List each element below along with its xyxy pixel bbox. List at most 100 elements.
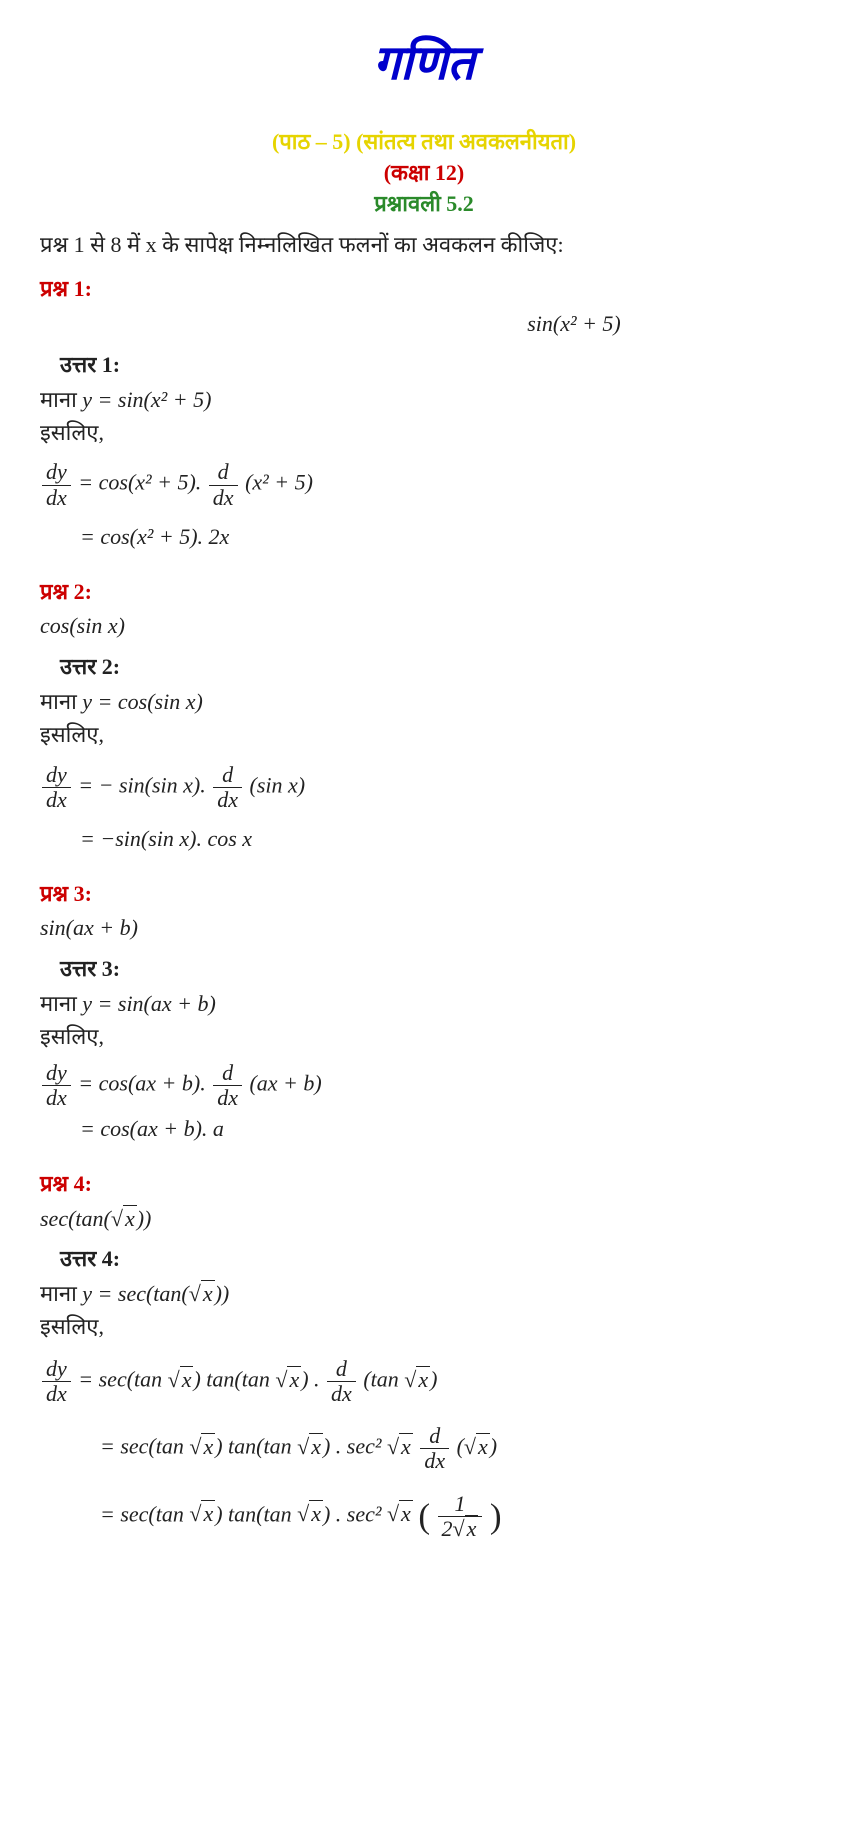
pre: sec(tan(: [40, 1206, 111, 1231]
frac-den: dx: [42, 1382, 71, 1406]
q3-let: माना y = sin(ax + b): [40, 989, 808, 1020]
sqrt-arg: x: [399, 1433, 413, 1459]
q2-let: माना y = cos(sin x): [40, 687, 808, 718]
q3-answer-label: उत्तर 3:: [60, 954, 808, 985]
q1-answer-label: उत्तर 1:: [60, 350, 808, 381]
frac-num: dy: [42, 1357, 71, 1382]
let-expr: y = sin(x² + 5): [82, 387, 211, 412]
frac-num: 1: [438, 1492, 483, 1517]
b: ) tan(tan: [193, 1367, 275, 1392]
sqrt: x: [168, 1365, 194, 1396]
sqrt-arg: x: [201, 1280, 215, 1306]
let-prefix: माना: [40, 991, 82, 1016]
close-paren: ): [490, 1496, 502, 1535]
q1-label: प्रश्न 1:: [40, 274, 808, 305]
let-prefix: माना: [40, 1281, 82, 1306]
sqrt-arg: x: [123, 1205, 137, 1231]
sqrt: x: [189, 1499, 215, 1530]
q4-step2: = sec(tan x) tan(tan x) . sec² x d dx (x…: [100, 1424, 808, 1473]
frac-num: d: [209, 460, 238, 485]
sqrt: x: [404, 1365, 430, 1396]
d: (: [457, 1434, 464, 1459]
sqrt: x: [387, 1499, 413, 1530]
dy-dx-frac: dy dx: [42, 1061, 71, 1110]
eq-rhs: = cos(ax + b).: [78, 1070, 211, 1095]
q1-step2: = cos(x² + 5). 2x: [80, 522, 808, 553]
let-expr: y = sec(tan(x)): [82, 1281, 229, 1306]
sqrt-arg: x: [180, 1366, 194, 1392]
frac-num: dy: [42, 460, 71, 485]
sqrt-arg: x: [309, 1500, 323, 1526]
q1-step1: dy dx = cos(x² + 5). d dx (x² + 5): [40, 460, 808, 509]
sqrt: x: [297, 1499, 323, 1530]
post: )): [215, 1281, 230, 1306]
sqrt-arg: x: [201, 1433, 215, 1459]
arg: (sin x): [250, 772, 306, 797]
intro-text: प्रश्न 1 से 8 में x के सापेक्ष निम्नलिखि…: [40, 230, 808, 261]
frac-den: dx: [42, 486, 71, 510]
e: ): [490, 1434, 497, 1459]
q2-step2: = −sin(sin x). cos x: [80, 824, 808, 855]
sqrt-arg: x: [416, 1366, 430, 1392]
let-expr: y = cos(sin x): [82, 689, 203, 714]
sqrt: x: [275, 1365, 301, 1396]
sqrt: x: [453, 1517, 479, 1541]
frac-den: dx: [42, 1086, 71, 1110]
let-expr: y = sin(ax + b): [82, 991, 216, 1016]
q3-step1: dy dx = cos(ax + b). d dx (ax + b): [40, 1061, 808, 1110]
d-dx-frac: d dx: [420, 1424, 449, 1473]
frac-num: dy: [42, 1061, 71, 1086]
q1-therefore: इसलिए,: [40, 418, 808, 449]
eq-rhs: = cos(x² + 5).: [78, 470, 207, 495]
q3-therefore: इसलिए,: [40, 1022, 808, 1053]
d: (tan: [363, 1367, 404, 1392]
d-dx-frac: d dx: [213, 1061, 242, 1110]
c: ) . sec²: [323, 1501, 387, 1526]
frac-den: 2x: [438, 1517, 483, 1541]
a: = sec(tan: [100, 1434, 189, 1459]
chapter-line: (पाठ – 5) (सांतत्य तथा अवकलनीयता): [40, 127, 808, 158]
frac-num: d: [213, 763, 242, 788]
frac-den: dx: [420, 1449, 449, 1473]
q4-given: sec(tan( x)): [40, 1204, 808, 1235]
q3-given: sin(ax + b): [40, 913, 808, 944]
c: ) . sec²: [323, 1434, 387, 1459]
sqrt-arg: x: [476, 1433, 490, 1459]
b: ) tan(tan: [215, 1501, 297, 1526]
sqrt-arg: x: [287, 1366, 301, 1392]
sqrt-arg: x: [465, 1515, 479, 1541]
sqrt: x: [189, 1279, 215, 1310]
sqrt: x: [189, 1432, 215, 1463]
sqrt: x: [111, 1204, 137, 1235]
sqrt-arg: x: [309, 1433, 323, 1459]
frac-num: dy: [42, 763, 71, 788]
q4-therefore: इसलिए,: [40, 1312, 808, 1343]
dy-dx-frac: dy dx: [42, 763, 71, 812]
q4-label: प्रश्न 4:: [40, 1169, 808, 1200]
two: 2: [442, 1516, 453, 1541]
b: ) tan(tan: [215, 1434, 297, 1459]
let-prefix: माना: [40, 387, 82, 412]
exercise-line: प्रश्नावली 5.2: [40, 189, 808, 220]
open-paren: (: [418, 1496, 430, 1535]
eq-rhs: = − sin(sin x).: [78, 772, 211, 797]
a: = sec(tan: [100, 1501, 189, 1526]
frac-den: dx: [209, 486, 238, 510]
page-title: गणित: [40, 30, 808, 97]
frac-den: dx: [327, 1382, 356, 1406]
frac-num: d: [327, 1357, 356, 1382]
post: )): [137, 1206, 152, 1231]
frac-den: dx: [213, 1086, 242, 1110]
q1-given: sin(x² + 5): [340, 309, 808, 340]
q1-let: माना y = sin(x² + 5): [40, 385, 808, 416]
q2-therefore: इसलिए,: [40, 720, 808, 751]
frac-num: d: [213, 1061, 242, 1086]
dy-dx-frac: dy dx: [42, 1357, 71, 1406]
d-dx-frac: d dx: [209, 460, 238, 509]
q3-label: प्रश्न 3:: [40, 879, 808, 910]
q3-step2: = cos(ax + b). a: [80, 1114, 808, 1145]
sqrt-arg: x: [399, 1500, 413, 1526]
sqrt: x: [297, 1432, 323, 1463]
a: = sec(tan: [78, 1367, 167, 1392]
arg: (ax + b): [249, 1070, 321, 1095]
